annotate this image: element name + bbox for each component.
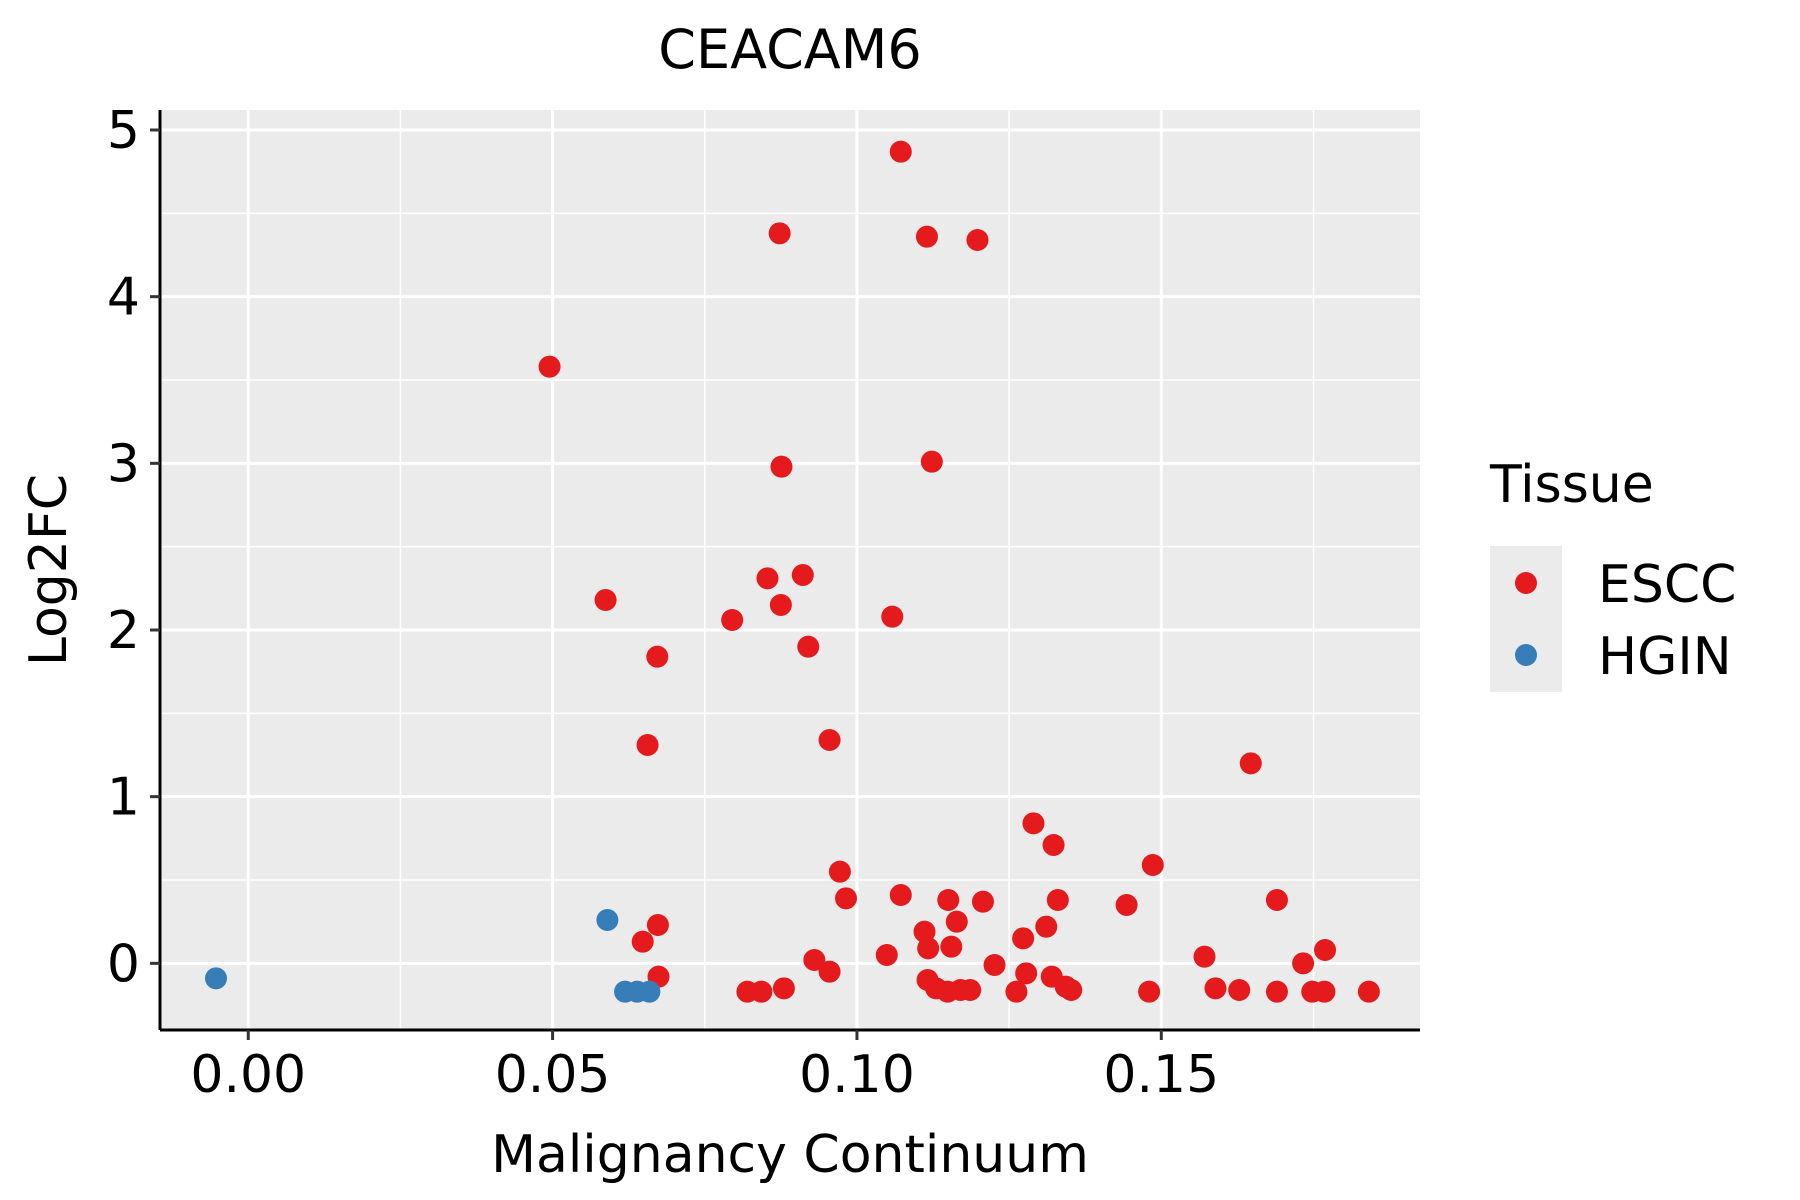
data-point-escc [769,594,792,616]
y-tick-label: 0 [107,934,140,994]
y-axis-ticks: 0 1 2 3 4 5 [107,101,160,994]
legend-label-escc: ESCC [1598,555,1736,615]
x-tick-label: 0.10 [799,1045,915,1105]
data-point-escc [917,937,940,960]
data-point-escc [818,729,841,751]
data-point-escc [889,140,912,163]
data-point-escc [945,910,968,933]
data-point-escc [1265,889,1288,911]
data-point-escc [828,860,851,883]
y-tick-label: 1 [107,768,140,828]
y-tick-label: 4 [107,268,140,328]
data-point-hgin [638,980,661,1003]
data-point-escc [913,920,936,943]
y-tick-label: 3 [107,434,140,494]
data-point-escc [920,450,943,473]
data-point-hgin [596,909,619,931]
data-point-escc [721,609,744,631]
data-point-escc [636,734,659,756]
data-point-escc [1042,834,1065,856]
data-point-escc [1292,952,1315,975]
legend-title: Tissue [1489,455,1654,515]
legend-key-background [1490,546,1562,692]
data-point-escc [1012,927,1035,950]
data-point-escc [797,635,820,658]
x-tick-label: 0.15 [1103,1045,1219,1105]
data-point-hgin [205,967,227,990]
data-point-escc [1314,939,1337,961]
data-point-escc [889,884,912,906]
data-point-escc [818,960,841,983]
data-point-escc [971,890,994,913]
data-point-escc [1035,915,1058,938]
data-point-escc [1022,812,1045,835]
data-point-escc [1204,977,1227,1000]
data-point-escc [756,567,779,590]
legend-label-hgin: HGIN [1598,627,1732,687]
x-tick-label: 0.05 [495,1045,611,1105]
data-point-escc [1046,889,1069,911]
data-point-escc [966,229,989,251]
data-point-escc [1239,752,1262,775]
data-point-escc [594,589,617,611]
data-point-escc [875,944,898,966]
x-axis-title: Malignancy Continuum [491,1125,1089,1185]
data-point-escc [835,887,857,910]
data-point-escc [1115,894,1138,916]
data-point-escc [770,455,793,478]
data-point-escc [1005,980,1028,1003]
data-point-escc [983,954,1006,976]
data-point-escc [772,977,795,1000]
data-point-escc [646,914,669,936]
data-point-escc [1265,980,1288,1003]
data-point-escc [937,889,960,911]
data-point-escc [940,935,963,958]
data-point-escc [631,930,654,953]
data-point-escc [768,222,791,245]
data-points [205,140,1380,1003]
data-point-escc [803,949,826,971]
chart-title: CEACAM6 [658,18,921,81]
data-point-escc [1193,945,1216,968]
data-point-escc [1313,980,1336,1003]
data-point-escc [959,979,982,1001]
y-tick-label: 5 [107,101,140,161]
data-point-escc [1138,980,1161,1003]
data-point-escc [1141,854,1164,876]
x-tick-label: 0.00 [190,1045,306,1105]
data-point-escc [791,564,814,586]
minor-gridlines [160,110,1420,1030]
legend-key-escc [1515,572,1537,594]
legend: Tissue ESCC HGIN [1489,455,1736,692]
data-point-escc [915,225,938,248]
data-point-escc [646,645,669,668]
data-point-escc [881,605,904,628]
data-point-escc [1060,979,1083,1001]
y-axis-title: Log2FC [19,474,79,666]
y-tick-label: 2 [107,601,140,661]
legend-key-hgin [1515,644,1537,666]
data-point-escc [1015,962,1038,985]
data-point-escc [1228,979,1251,1001]
data-point-escc [1357,980,1380,1003]
plot-panel [160,110,1420,1030]
data-point-escc [750,980,773,1003]
x-axis-ticks: 0.00 0.05 0.10 0.15 [190,1030,1219,1105]
data-point-escc [538,355,561,378]
